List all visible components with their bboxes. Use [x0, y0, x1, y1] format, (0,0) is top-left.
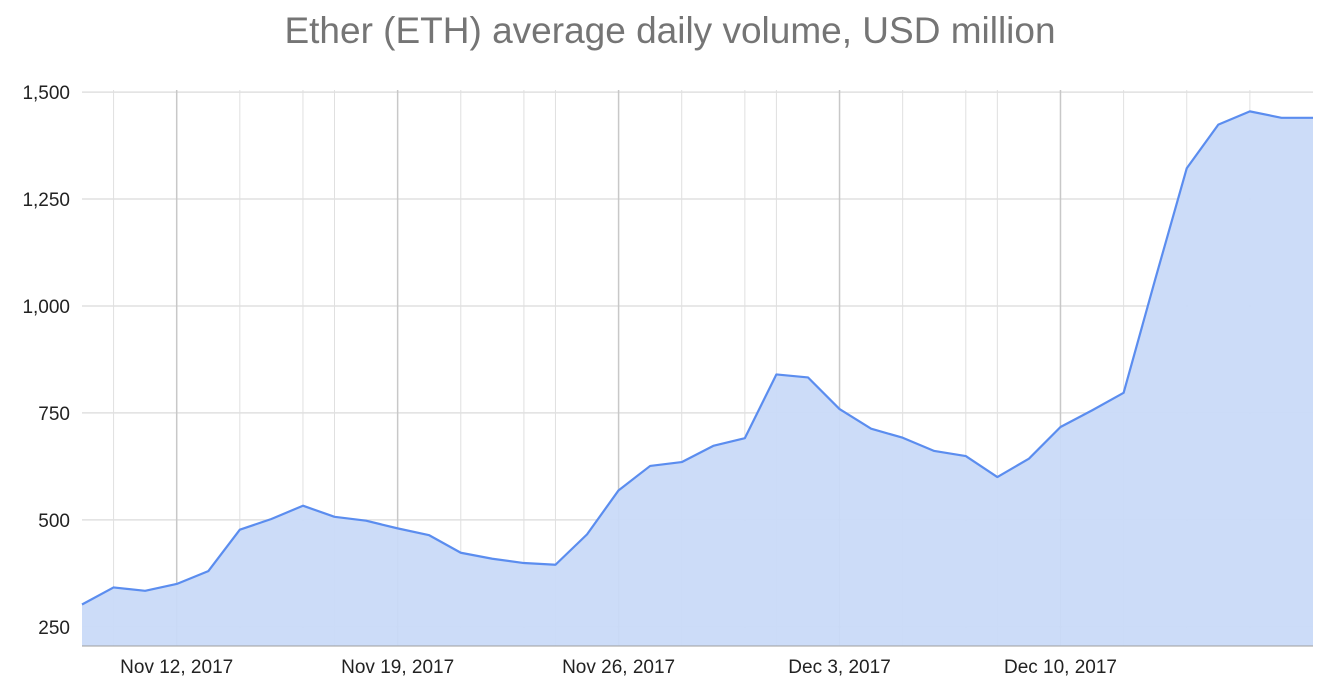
series-line: [81, 110, 1313, 606]
area-layer: [81, 110, 1314, 646]
y-tick-label: 1,000: [22, 297, 70, 318]
label-layer: 250 500 750 1,000 1,250 1,500 Nov 12, 2017 Nov …: [22, 83, 1117, 678]
x-tick-label: Nov 12, 2017: [120, 657, 233, 678]
y-tick-label: 250: [38, 618, 70, 639]
chart-title: Ether (ETH) average daily volume, USD mi…: [284, 10, 1056, 51]
x-tick-label: Dec 3, 2017: [788, 657, 890, 678]
x-tick-label: Dec 10, 2017: [1004, 657, 1117, 678]
x-tick-label: Nov 19, 2017: [341, 657, 454, 678]
y-tick-label: 1,250: [22, 190, 70, 211]
y-tick-label: 750: [38, 404, 70, 425]
y-tick-label: 1,500: [22, 83, 70, 104]
y-tick-label: 500: [38, 511, 70, 532]
series-area-fill: [82, 111, 1313, 646]
x-tick-label: Nov 26, 2017: [562, 657, 675, 678]
